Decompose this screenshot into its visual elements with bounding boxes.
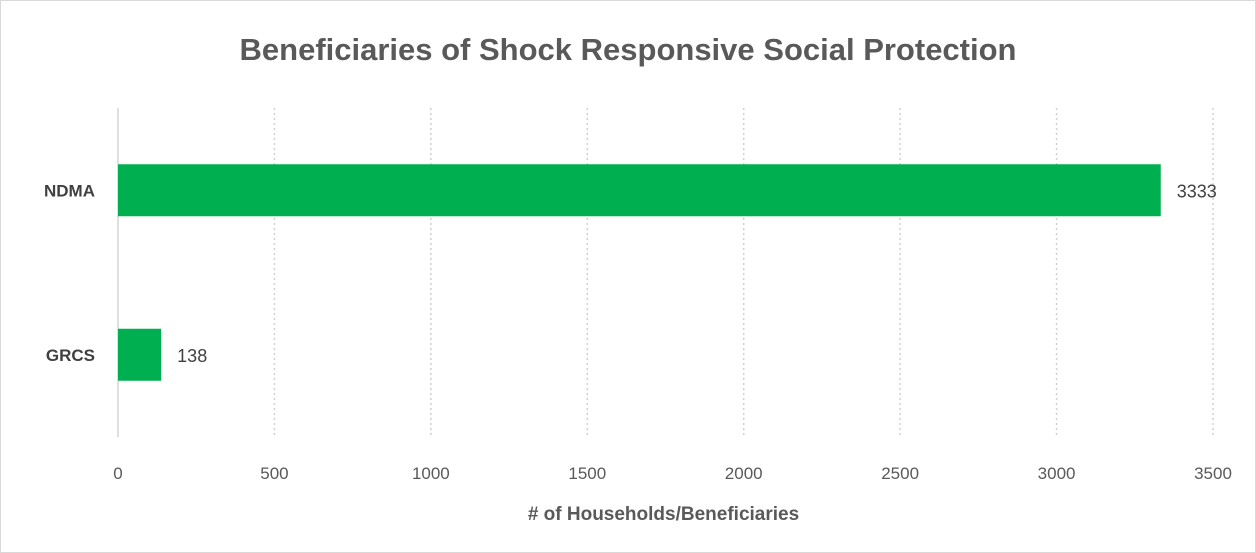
- x-tick-label: 0: [113, 464, 122, 483]
- category-label: NDMA: [44, 181, 95, 200]
- x-tick-label: 2500: [881, 464, 919, 483]
- data-label: 3333: [1177, 181, 1217, 201]
- category-label: GRCS: [46, 346, 95, 365]
- data-label: 138: [177, 346, 207, 366]
- x-tick-label: 1500: [568, 464, 606, 483]
- x-tick-label: 3500: [1194, 464, 1232, 483]
- x-tick-label: 2000: [725, 464, 763, 483]
- x-axis-title: # of Households/Beneficiaries: [528, 504, 799, 525]
- chart-title: Beneficiaries of Shock Responsive Social…: [239, 32, 1017, 67]
- x-tick-label: 1000: [412, 464, 450, 483]
- bar-grcs: [118, 328, 162, 381]
- bar-ndma: [118, 164, 1161, 217]
- x-tick-label: 3000: [1038, 464, 1076, 483]
- x-tick-label: 500: [260, 464, 288, 483]
